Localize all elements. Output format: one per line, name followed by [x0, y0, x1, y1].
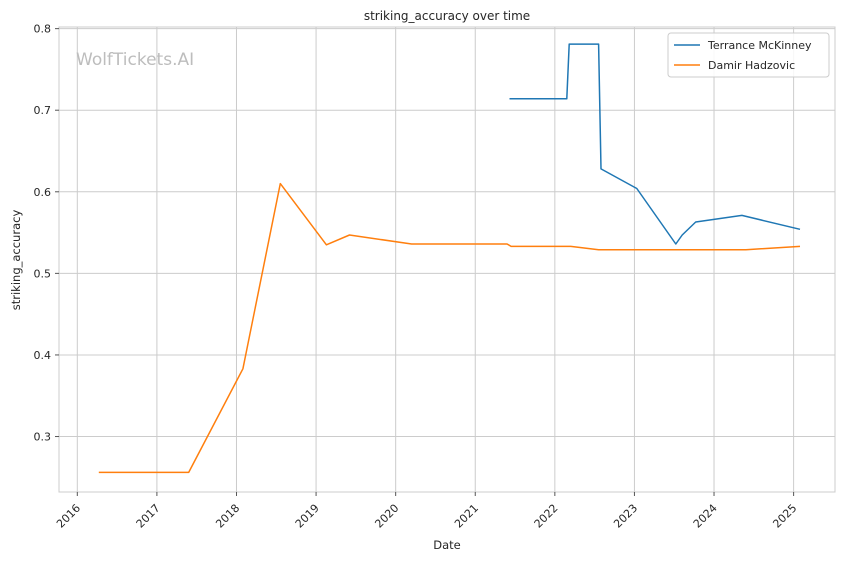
x-tick-label: 2022	[532, 502, 561, 531]
series-line-1	[509, 43, 801, 245]
watermark-text: WolfTickets.AI	[76, 50, 194, 70]
x-tick-label: 2023	[611, 502, 640, 531]
y-tick-label: 0.4	[34, 349, 52, 362]
x-tick-label: 2018	[213, 502, 242, 531]
x-tick-label: 2016	[54, 502, 83, 531]
x-tick-label: 2020	[372, 502, 401, 531]
y-tick-label: 0.5	[34, 267, 52, 280]
y-axis-title: striking_accuracy	[9, 210, 23, 311]
y-tick-label: 0.3	[34, 431, 52, 444]
x-axis-title: Date	[433, 538, 461, 552]
x-tick-label: 2021	[452, 502, 481, 531]
series-lines	[98, 43, 801, 474]
plot-frame	[58, 26, 836, 493]
legend-box	[667, 32, 830, 78]
legend: Terrance McKinney Damir Hadzovic	[667, 32, 830, 78]
legend-label: Damir Hadzovic	[708, 59, 795, 72]
y-tick-label: 0.7	[34, 104, 52, 117]
x-tick-label: 2025	[770, 502, 799, 531]
x-tick-label: 2017	[134, 502, 163, 531]
legend-label: Terrance McKinney	[707, 39, 812, 52]
plot-area	[59, 27, 835, 492]
series-line-2	[98, 182, 801, 474]
y-tick-label: 0.6	[34, 186, 52, 199]
x-tick-label: 2019	[293, 502, 322, 531]
y-tick-label: 0.8	[34, 23, 52, 36]
grid	[59, 27, 835, 492]
chart-title: striking_accuracy over time	[364, 9, 530, 23]
x-tick-label: 2024	[691, 502, 720, 531]
